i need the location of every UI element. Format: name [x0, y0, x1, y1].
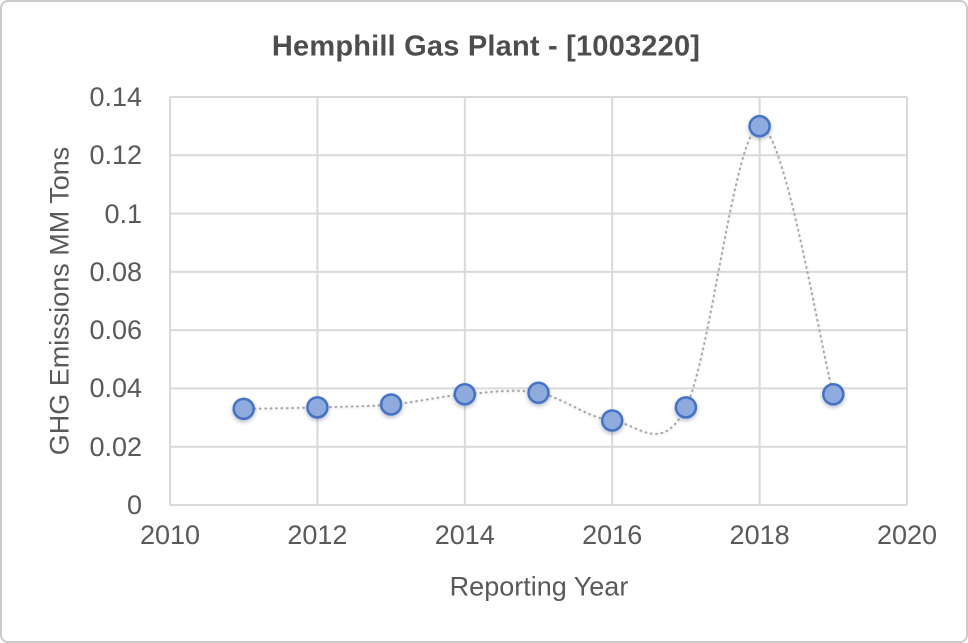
data-point-marker: [600, 409, 624, 432]
y-axis-title: GHG Emissions MM Tons: [44, 146, 75, 456]
data-point-marker: [306, 396, 329, 419]
data-point-marker: [232, 397, 255, 421]
data-point-marker: [527, 381, 550, 405]
x-tick-label: 2020: [876, 520, 938, 550]
x-tick-label: 2018: [729, 520, 790, 550]
data-point-marker: [748, 114, 771, 138]
y-tick-label: 0: [126, 490, 142, 520]
data-point-marker: [822, 383, 845, 406]
x-tick-label: 2016: [582, 520, 643, 550]
x-axis-title: Reporting Year: [449, 571, 629, 602]
x-tick-label: 2014: [434, 520, 495, 550]
data-point-marker: [453, 383, 477, 406]
y-tick-label: 0.02: [89, 431, 142, 462]
chart-title: Hemphill Gas Plant - [1003220]: [271, 30, 701, 63]
data-point-marker: [674, 396, 698, 419]
y-tick-label: 0.06: [89, 315, 142, 346]
series-line: [242, 125, 835, 435]
x-tick-label: 2012: [287, 520, 348, 550]
y-tick-label: 0.08: [89, 256, 142, 287]
data-point-marker: [379, 393, 403, 416]
y-tick-label: 0.12: [89, 140, 142, 171]
y-tick-label: 0.1: [104, 198, 142, 229]
y-tick-label: 0.04: [89, 373, 142, 404]
x-tick-label: 2010: [139, 520, 201, 550]
y-tick-label: 0.14: [89, 82, 142, 112]
